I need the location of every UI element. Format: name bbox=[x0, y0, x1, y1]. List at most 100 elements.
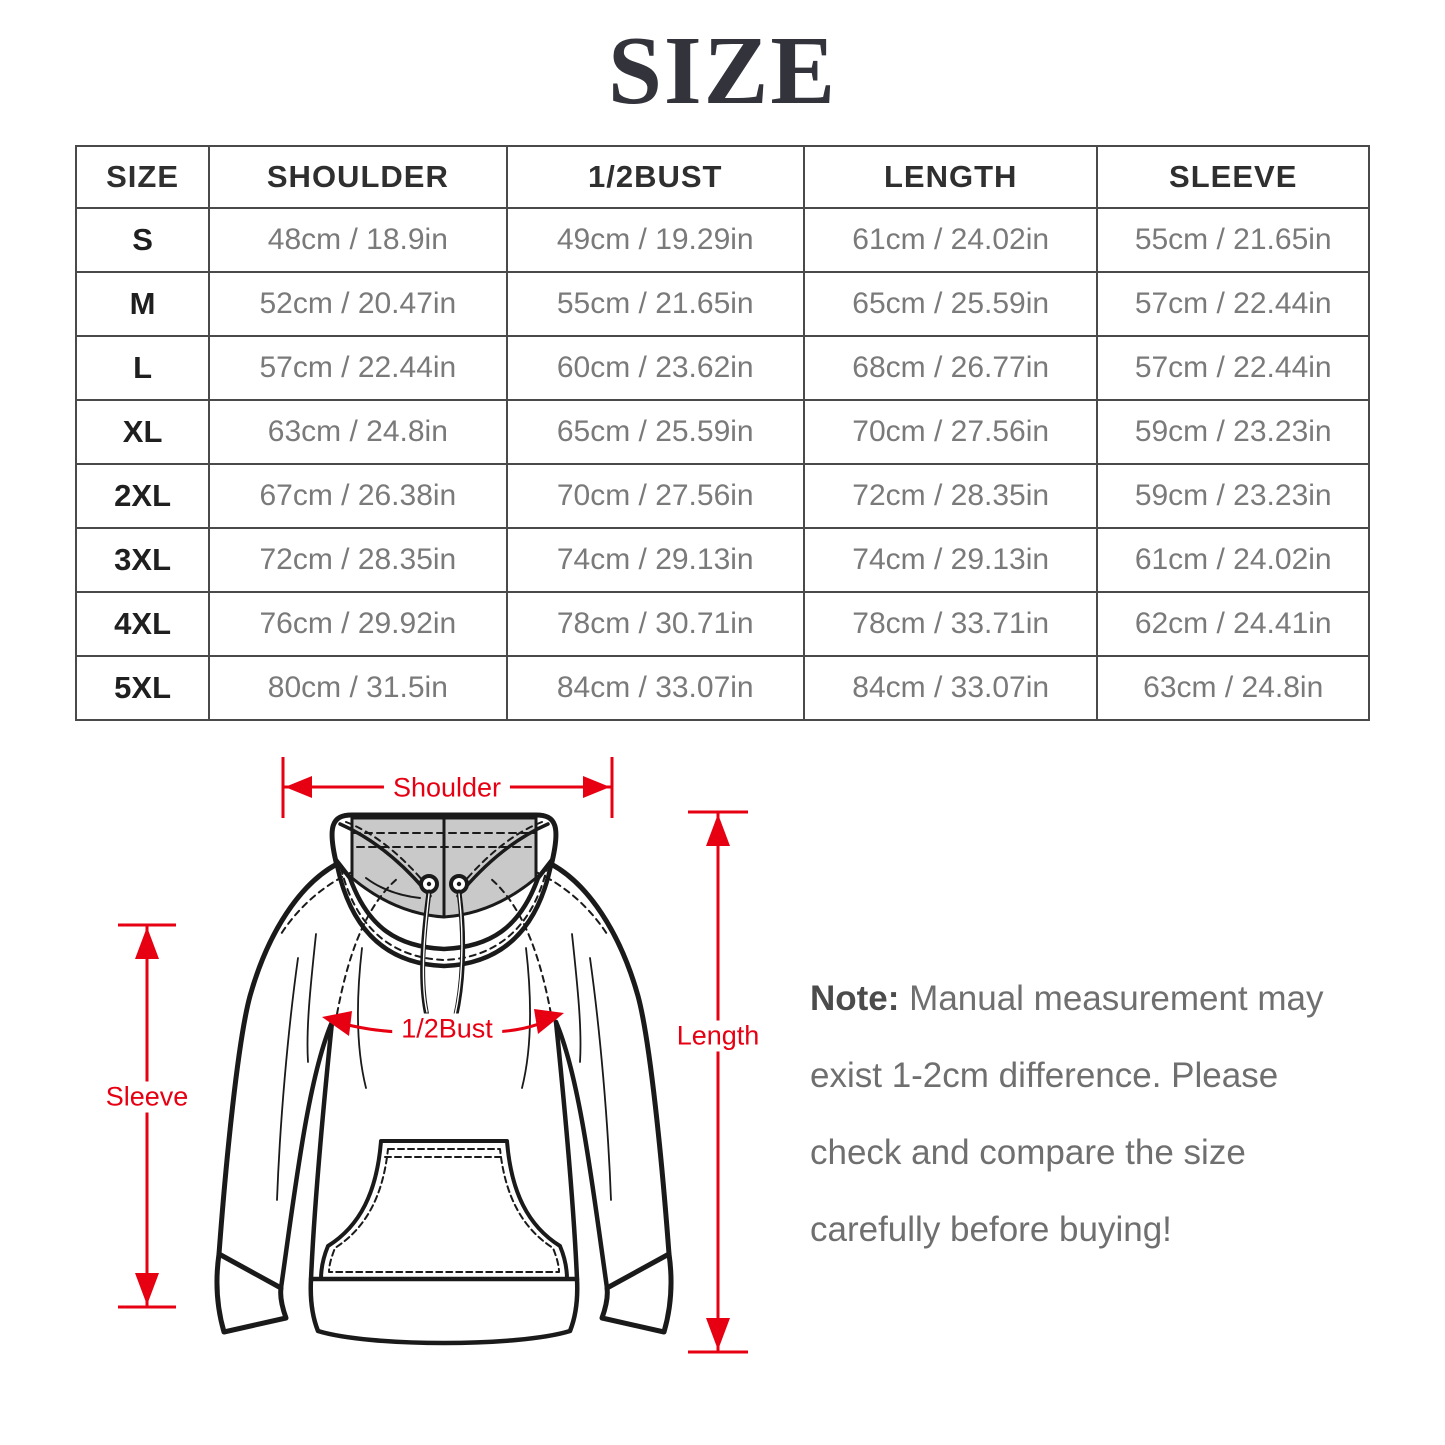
cell-bust: 60cm / 23.62in bbox=[505, 335, 805, 401]
drawstring-right-highlight bbox=[454, 893, 463, 1016]
size-label: 5XL bbox=[74, 655, 211, 721]
table-row: S 48cm / 18.9in 49cm / 19.29in 61cm / 24… bbox=[74, 207, 1370, 273]
shoulder-stitch-right bbox=[535, 871, 608, 935]
cell-sleeve: 61cm / 24.02in bbox=[1096, 527, 1370, 593]
sleeve-measure-label: Sleeve bbox=[96, 1081, 198, 1113]
waistband bbox=[308, 1276, 580, 1346]
size-label: 4XL bbox=[74, 591, 211, 657]
cell-sleeve: 57cm / 22.44in bbox=[1096, 271, 1370, 337]
bust-arrow bbox=[322, 1009, 564, 1036]
crease-left-sleeve bbox=[276, 957, 299, 1201]
length-measure-label: Length bbox=[667, 1020, 769, 1052]
cell-sleeve: 59cm / 23.23in bbox=[1096, 463, 1370, 529]
crease-body-right bbox=[521, 947, 531, 1089]
cell-length: 84cm / 33.07in bbox=[802, 655, 1099, 721]
hood-fold-stitch-right bbox=[463, 821, 543, 883]
hood-fold-stitch-left bbox=[345, 821, 425, 883]
cell-bust: 65cm / 25.59in bbox=[505, 399, 805, 465]
shoulder-arrow bbox=[281, 757, 614, 818]
cell-shoulder: 80cm / 31.5in bbox=[208, 655, 508, 721]
hoodie-sketch bbox=[214, 812, 674, 1346]
right-cuff bbox=[599, 1251, 674, 1335]
shoulder-measure-label: Shoulder bbox=[383, 772, 511, 804]
eyelet-left-hole bbox=[426, 881, 432, 887]
shoulder-stitch-left bbox=[280, 871, 353, 935]
table-row: 2XL 67cm / 26.38in 70cm / 27.56in 72cm /… bbox=[74, 463, 1370, 529]
size-label: M bbox=[74, 271, 211, 337]
table-row: 4XL 76cm / 29.92in 78cm / 30.71in 78cm /… bbox=[74, 591, 1370, 657]
cell-bust: 55cm / 21.65in bbox=[505, 271, 805, 337]
col-header-sleeve: SLEEVE bbox=[1096, 145, 1370, 209]
size-label: 2XL bbox=[74, 463, 211, 529]
crease-right-sleeve bbox=[589, 957, 612, 1201]
raglan-seam-left bbox=[336, 877, 399, 1015]
note-text: Note: Manual measurement may exist 1-2cm… bbox=[810, 960, 1376, 1268]
table-row: XL 63cm / 24.8in 65cm / 25.59in 70cm / 2… bbox=[74, 399, 1370, 465]
size-label: 3XL bbox=[74, 527, 211, 593]
note-prefix: Note: bbox=[810, 979, 900, 1018]
cell-bust: 70cm / 27.56in bbox=[505, 463, 805, 529]
size-table: SIZE SHOULDER 1/2BUST LENGTH SLEEVE S 48… bbox=[74, 145, 1370, 721]
table-row: M 52cm / 20.47in 55cm / 21.65in 65cm / 2… bbox=[74, 271, 1370, 337]
cell-sleeve: 55cm / 21.65in bbox=[1096, 207, 1370, 273]
cell-shoulder: 48cm / 18.9in bbox=[208, 207, 508, 273]
cell-length: 78cm / 33.71in bbox=[802, 591, 1099, 657]
eyelet-right-hole bbox=[456, 881, 462, 887]
body-right-side bbox=[553, 1019, 580, 1282]
hood-lining bbox=[350, 816, 538, 919]
right-sleeve-outer bbox=[548, 861, 672, 1257]
cell-bust: 78cm / 30.71in bbox=[505, 591, 805, 657]
col-header-shoulder: SHOULDER bbox=[208, 145, 508, 209]
drawstring-left-highlight bbox=[422, 893, 430, 1013]
cell-length: 72cm / 28.35in bbox=[802, 463, 1099, 529]
size-label: L bbox=[74, 335, 211, 401]
cell-sleeve: 62cm / 24.41in bbox=[1096, 591, 1370, 657]
collar-crease-left bbox=[365, 877, 421, 899]
drawstring-left bbox=[420, 889, 432, 1019]
size-label: XL bbox=[74, 399, 211, 465]
raglan-seam-right bbox=[489, 877, 552, 1015]
collar-edge-stitch bbox=[340, 867, 548, 961]
sleeve-arrow bbox=[118, 923, 176, 1309]
cell-length: 70cm / 27.56in bbox=[802, 399, 1099, 465]
collar-fold-right bbox=[456, 822, 550, 898]
crease-right-2 bbox=[571, 933, 582, 1063]
pocket-stitching bbox=[328, 1148, 560, 1273]
cell-shoulder: 57cm / 22.44in bbox=[208, 335, 508, 401]
cell-bust: 74cm / 29.13in bbox=[505, 527, 805, 593]
cell-length: 61cm / 24.02in bbox=[802, 207, 1099, 273]
eyelet-left bbox=[419, 874, 439, 894]
cell-shoulder: 76cm / 29.92in bbox=[208, 591, 508, 657]
crease-body-left bbox=[357, 947, 367, 1089]
cell-bust: 84cm / 33.07in bbox=[505, 655, 805, 721]
cell-shoulder: 72cm / 28.35in bbox=[208, 527, 508, 593]
cell-shoulder: 63cm / 24.8in bbox=[208, 399, 508, 465]
cell-sleeve: 63cm / 24.8in bbox=[1096, 655, 1370, 721]
cell-shoulder: 52cm / 20.47in bbox=[208, 271, 508, 337]
cell-length: 74cm / 29.13in bbox=[802, 527, 1099, 593]
kangaroo-pocket bbox=[319, 1139, 569, 1281]
table-row: L 57cm / 22.44in 60cm / 23.62in 68cm / 2… bbox=[74, 335, 1370, 401]
left-sleeve-inner bbox=[278, 1019, 335, 1291]
right-sleeve-inner bbox=[553, 1019, 610, 1291]
note-body: Manual measurement may exist 1-2cm diffe… bbox=[810, 979, 1324, 1249]
bust-measure-label: 1/2Bust bbox=[392, 1013, 502, 1045]
length-arrow bbox=[688, 810, 748, 1354]
left-cuff bbox=[214, 1251, 289, 1335]
cell-shoulder: 67cm / 26.38in bbox=[208, 463, 508, 529]
drawstring-right bbox=[452, 889, 466, 1022]
left-sleeve-outer bbox=[216, 861, 340, 1257]
measurement-arrows bbox=[118, 757, 748, 1354]
table-row: 5XL 80cm / 31.5in 84cm / 33.07in 84cm / … bbox=[74, 655, 1370, 721]
col-header-bust: 1/2BUST bbox=[505, 145, 805, 209]
body-left-side bbox=[308, 1019, 335, 1282]
cell-bust: 49cm / 19.29in bbox=[505, 207, 805, 273]
table-row: 3XL 72cm / 28.35in 74cm / 29.13in 74cm /… bbox=[74, 527, 1370, 593]
cell-length: 68cm / 26.77in bbox=[802, 335, 1099, 401]
hoodie-line-art bbox=[118, 757, 748, 1354]
hood-outline bbox=[329, 812, 559, 869]
table-header-row: SIZE SHOULDER 1/2BUST LENGTH SLEEVE bbox=[74, 145, 1370, 209]
eyelet-right bbox=[449, 874, 469, 894]
collar-fold-left bbox=[338, 822, 432, 898]
col-header-size: SIZE bbox=[74, 145, 211, 209]
